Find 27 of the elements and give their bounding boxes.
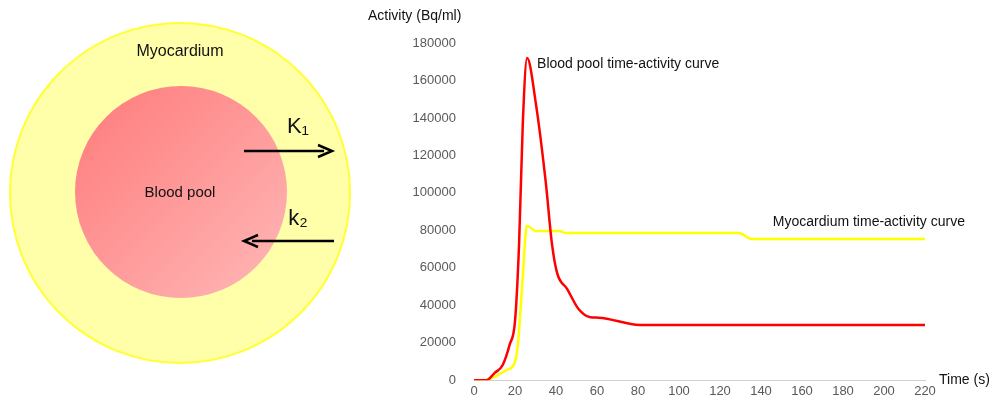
- y-tick-label: 180000: [412, 34, 456, 50]
- x-tick-label: 140: [750, 382, 772, 398]
- x-tick-label: 60: [589, 382, 605, 398]
- y-tick-label: 20000: [419, 334, 456, 350]
- x-tick-label: 0: [470, 382, 478, 398]
- series-label: Myocardium time-activity curve: [772, 212, 966, 229]
- line-series: [474, 56, 925, 381]
- x-axis-title: Time (s): [939, 371, 990, 388]
- y-tick-label: 40000: [419, 296, 456, 312]
- series-label: Blood pool time-activity curve: [537, 54, 720, 71]
- y-tick-label: 120000: [412, 146, 456, 162]
- x-tick-label: 180: [832, 382, 854, 398]
- x-tick-label: 120: [709, 382, 731, 398]
- x-tick-label: 80: [630, 382, 646, 398]
- y-tick-label: 0: [448, 371, 456, 387]
- y-tick-label: 60000: [419, 259, 456, 275]
- y-tick-label: 100000: [412, 184, 456, 200]
- y-tick-label: 160000: [412, 72, 456, 88]
- x-tick-label: 20: [507, 382, 523, 398]
- x-tick-label: 40: [548, 382, 564, 398]
- y-axis-title: Activity (Bq/ml): [368, 6, 462, 23]
- y-tick-label: 80000: [419, 221, 456, 237]
- x-tick-label: 160: [791, 382, 813, 398]
- x-tick-label: 220: [914, 382, 936, 398]
- y-tick-label: 140000: [412, 109, 456, 125]
- x-tick-label: 100: [668, 382, 690, 398]
- x-tick-label: 200: [873, 382, 895, 398]
